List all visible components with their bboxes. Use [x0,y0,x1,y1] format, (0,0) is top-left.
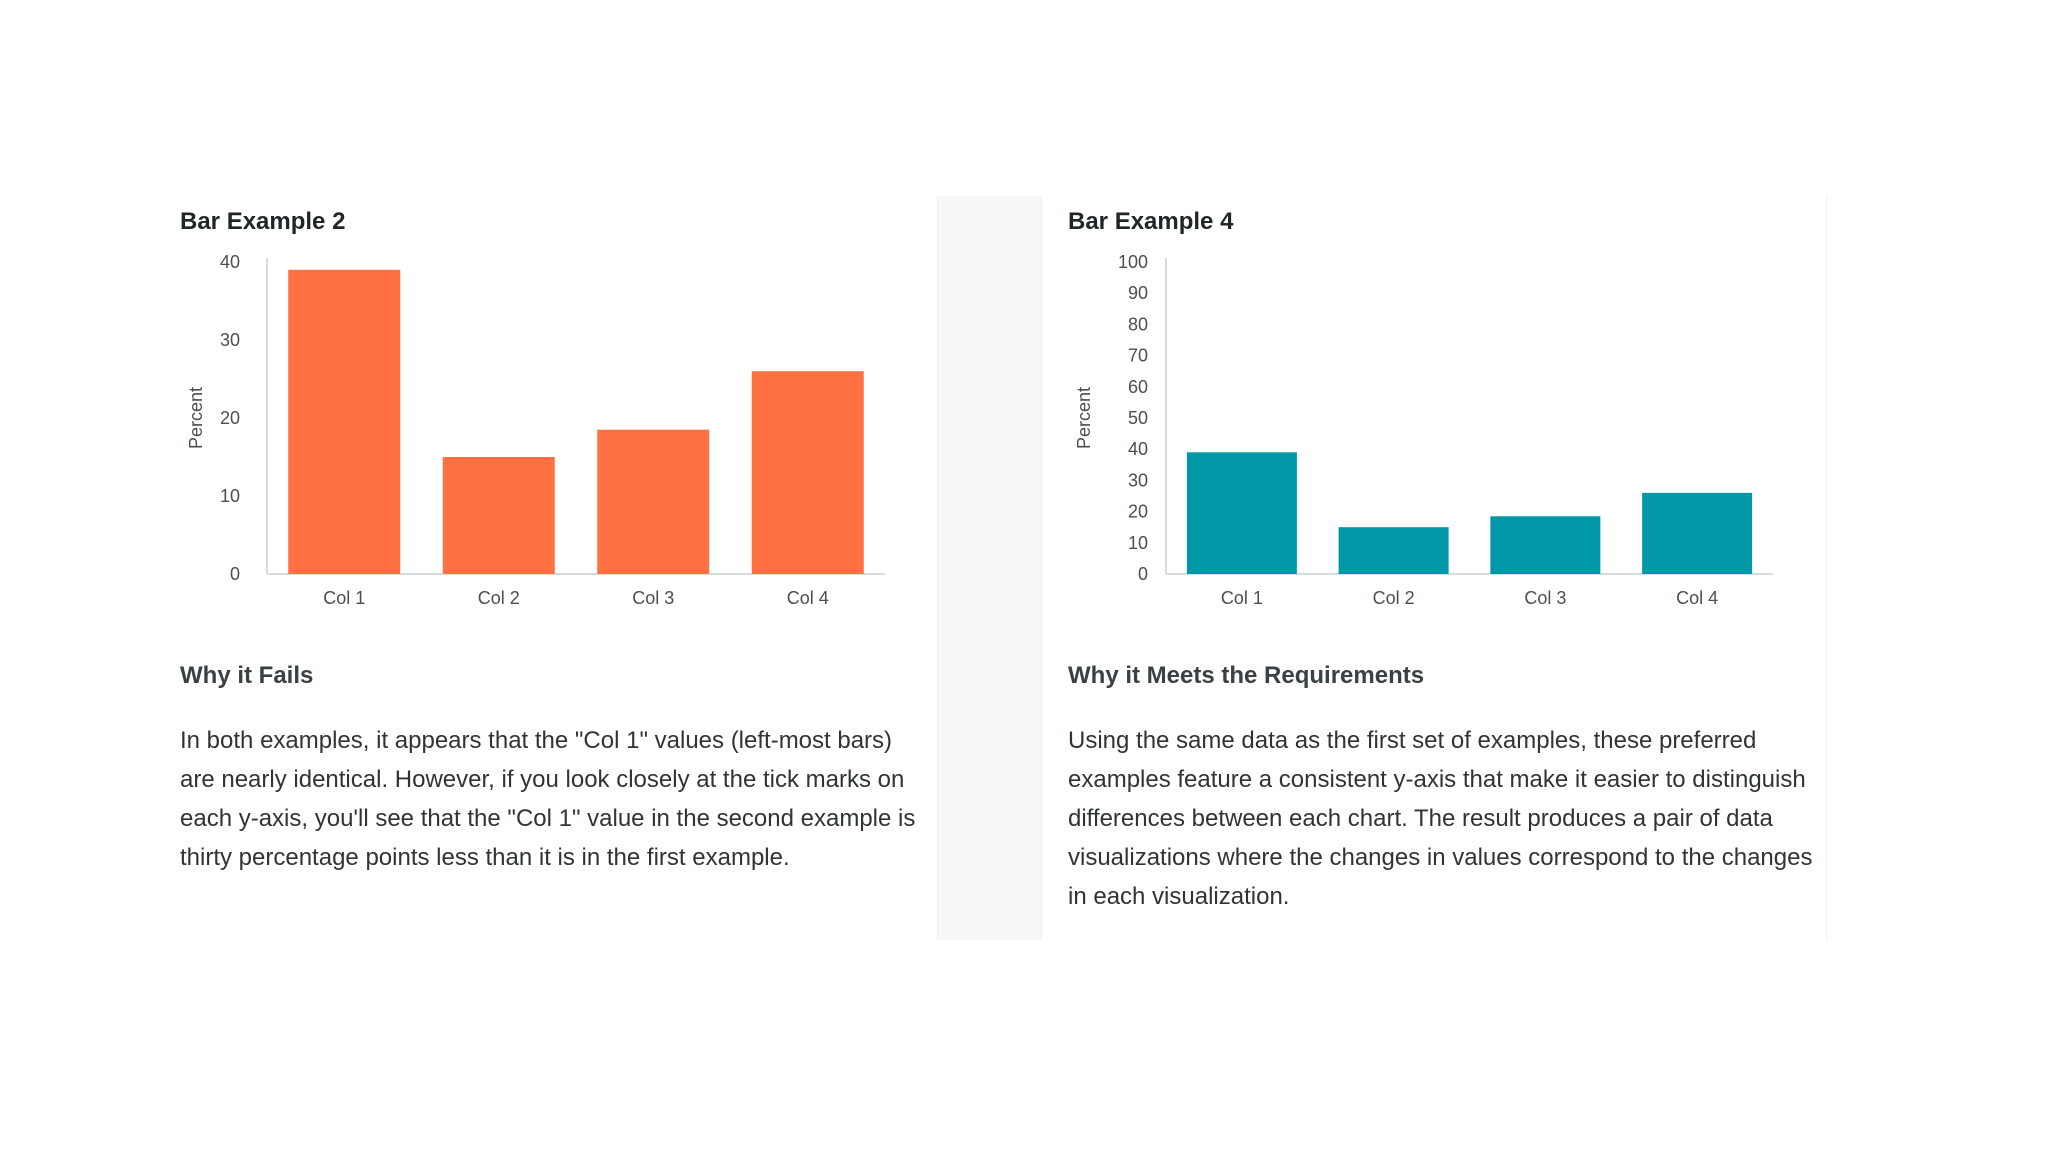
y-tick-label: 90 [1128,283,1148,303]
x-tick-label: Col 3 [1524,588,1566,608]
y-tick-label: 30 [220,330,240,350]
bar-col-2 [1338,527,1449,574]
y-tick-label: 10 [220,486,240,506]
bar-col-1 [288,269,401,574]
x-tick-label: Col 3 [632,588,674,608]
paragraph-why-it-fails: In both examples, it appears that the "C… [180,727,916,871]
x-tick-label: Col 2 [478,588,520,608]
chart-title-bar-example-4: Bar Example 4 [1068,208,1234,235]
bar-col-3 [1490,516,1601,574]
right-border [1826,196,1827,940]
bar-col-4 [1642,492,1753,574]
y-tick-label: 50 [1128,408,1148,428]
y-tick-label: 80 [1128,314,1148,334]
x-tick-label: Col 2 [1373,588,1415,608]
y-tick-label: 20 [1128,502,1148,522]
x-tick-label: Col 1 [1221,588,1263,608]
y-axis-title: Percent [1074,387,1094,449]
y-axis-title: Percent [186,387,206,449]
column-divider [937,196,1042,940]
heading-why-it-fails: Why it Fails [180,662,314,689]
y-tick-label: 40 [220,252,240,272]
chart-title-bar-example-2: Bar Example 2 [180,208,346,235]
y-tick-label: 0 [1138,564,1148,584]
y-tick-label: 20 [220,408,240,428]
bar-col-1 [1186,452,1297,574]
x-tick-label: Col 4 [1676,588,1718,608]
y-tick-label: 70 [1128,346,1148,366]
paragraph-why-it-meets-requirements: Using the same data as the first set of … [1068,727,1813,910]
y-tick-label: 30 [1128,470,1148,490]
bar-col-4 [751,371,864,574]
bar-col-2 [442,457,555,574]
y-tick-label: 0 [230,564,240,584]
y-tick-label: 60 [1128,377,1148,397]
heading-why-it-meets-requirements: Why it Meets the Requirements [1068,662,1425,689]
x-tick-label: Col 4 [787,588,829,608]
bar-col-3 [597,429,710,574]
x-tick-label: Col 1 [323,588,365,608]
bar-chart-example-2: Percent 0 10 20 30 40 Col 1 Col 2 Col 3 Col 4 [186,252,885,608]
y-tick-label: 100 [1118,252,1148,272]
bar-chart-example-4: Percent 0 10 20 30 40 50 60 70 80 90 100 Col 1 Col 2 C… [1074,252,1773,608]
y-tick-label: 40 [1128,439,1148,459]
y-tick-label: 10 [1128,533,1148,553]
